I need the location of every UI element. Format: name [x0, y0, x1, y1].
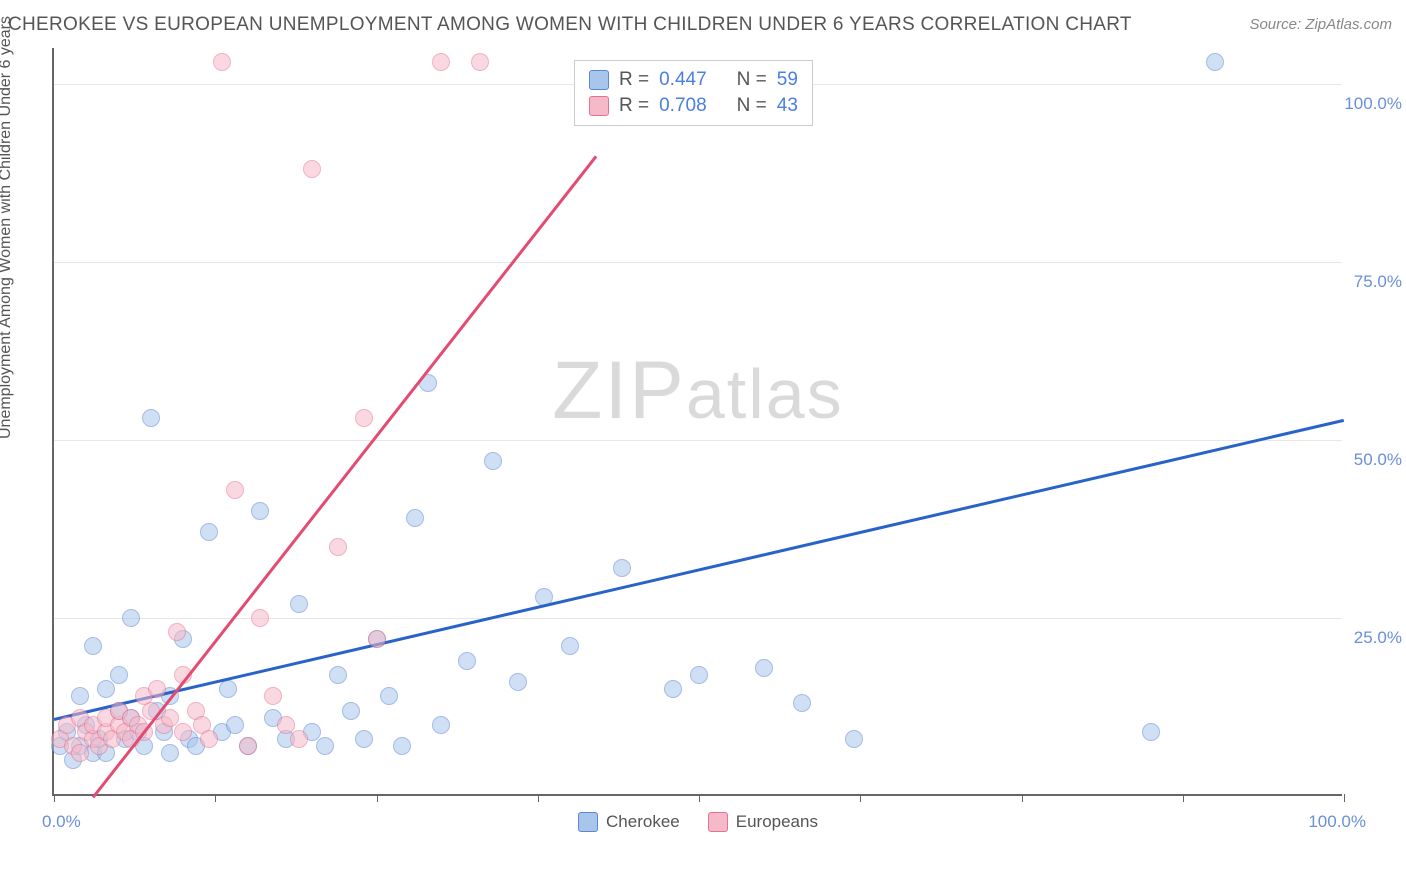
data-point [251, 609, 269, 627]
stat-r-label: R = [619, 95, 649, 117]
data-point [200, 523, 218, 541]
legend-item: Cherokee [578, 812, 680, 832]
data-point [393, 737, 411, 755]
stats-row: R = 0.447 N = 59 [589, 67, 798, 93]
trend-line [92, 155, 597, 798]
gridline [54, 262, 1342, 263]
data-point [342, 702, 360, 720]
y-tick-label: 75.0% [1354, 272, 1402, 292]
x-tick [377, 794, 378, 802]
stat-n-label: N = [737, 95, 767, 117]
data-point [290, 730, 308, 748]
data-point [664, 680, 682, 698]
data-point [200, 730, 218, 748]
data-point [303, 160, 321, 178]
stat-r-value: 0.708 [659, 95, 707, 117]
chart-container: CHEROKEE VS EUROPEAN UNEMPLOYMENT AMONG … [0, 0, 1406, 892]
data-point [329, 666, 347, 684]
legend: Cherokee Europeans [578, 812, 818, 832]
stat-n-value: 43 [777, 95, 798, 117]
stats-row: R = 0.708 N = 43 [589, 93, 798, 119]
x-tick [215, 794, 216, 802]
gridline [54, 618, 1342, 619]
data-point [84, 637, 102, 655]
plot-area: ZIPatlas 0.0% 100.0% R =0.447N =59R =0.7… [52, 48, 1342, 796]
data-point [290, 595, 308, 613]
data-point [509, 673, 527, 691]
x-tick [1183, 794, 1184, 802]
data-point [458, 652, 476, 670]
data-point [432, 716, 450, 734]
data-point [219, 680, 237, 698]
watermark-zip: ZIP [552, 345, 686, 436]
x-tick [54, 794, 55, 802]
data-point [355, 730, 373, 748]
data-point [368, 630, 386, 648]
data-point [213, 53, 231, 71]
x-tick [699, 794, 700, 802]
data-point [561, 637, 579, 655]
data-point [226, 481, 244, 499]
data-point [1142, 723, 1160, 741]
x-tick [538, 794, 539, 802]
watermark-atlas: atlas [686, 355, 844, 433]
data-point [226, 716, 244, 734]
series-swatch [589, 96, 609, 116]
data-point [355, 409, 373, 427]
gridline [54, 440, 1342, 441]
data-point [264, 687, 282, 705]
data-point [613, 559, 631, 577]
stat-n-value: 59 [777, 69, 798, 91]
data-point [793, 694, 811, 712]
y-tick-label: 25.0% [1354, 628, 1402, 648]
data-point [168, 623, 186, 641]
data-point [316, 737, 334, 755]
source-attribution: Source: ZipAtlas.com [1249, 16, 1392, 33]
data-point [484, 452, 502, 470]
y-axis-label: Unemployment Among Women with Children U… [0, 16, 15, 439]
data-point [1206, 53, 1224, 71]
data-point [380, 687, 398, 705]
chart-title: CHEROKEE VS EUROPEAN UNEMPLOYMENT AMONG … [8, 14, 1132, 36]
legend-label: Europeans [736, 812, 818, 832]
stat-r-value: 0.447 [659, 69, 707, 91]
data-point [432, 53, 450, 71]
data-point [239, 737, 257, 755]
legend-swatch [708, 812, 728, 832]
x-axis-max-label: 100.0% [1308, 812, 1366, 832]
data-point [161, 744, 179, 762]
data-point [174, 723, 192, 741]
data-point [110, 666, 128, 684]
data-point [161, 709, 179, 727]
data-point [845, 730, 863, 748]
data-point [142, 409, 160, 427]
data-point [471, 53, 489, 71]
data-point [406, 509, 424, 527]
data-point [71, 744, 89, 762]
x-tick [860, 794, 861, 802]
y-tick-label: 50.0% [1354, 450, 1402, 470]
data-point [251, 502, 269, 520]
data-point [71, 687, 89, 705]
series-swatch [589, 70, 609, 90]
legend-label: Cherokee [606, 812, 680, 832]
legend-item: Europeans [708, 812, 818, 832]
data-point [329, 538, 347, 556]
data-point [690, 666, 708, 684]
y-tick-label: 100.0% [1344, 94, 1402, 114]
watermark: ZIPatlas [552, 344, 843, 438]
stat-n-label: N = [737, 69, 767, 91]
stats-legend-box: R = 0.447 N = 59 R = 0.708 N = 43 [574, 60, 813, 126]
x-tick [1344, 794, 1345, 802]
legend-swatch [578, 812, 598, 832]
x-axis-min-label: 0.0% [42, 812, 81, 832]
data-point [122, 609, 140, 627]
x-tick [1022, 794, 1023, 802]
data-point [755, 659, 773, 677]
stat-r-label: R = [619, 69, 649, 91]
data-point [97, 680, 115, 698]
